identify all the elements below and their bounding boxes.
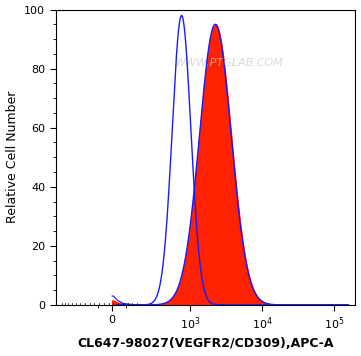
Y-axis label: Relative Cell Number: Relative Cell Number bbox=[5, 91, 18, 224]
Text: WWW.PTGLAB.COM: WWW.PTGLAB.COM bbox=[175, 58, 284, 68]
X-axis label: CL647-98027(VEGFR2/CD309),APC-A: CL647-98027(VEGFR2/CD309),APC-A bbox=[77, 337, 334, 350]
